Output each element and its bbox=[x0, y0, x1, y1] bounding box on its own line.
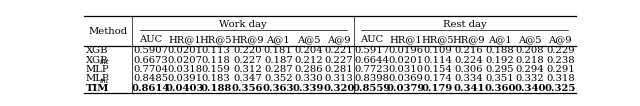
Text: 0.286: 0.286 bbox=[294, 65, 323, 74]
Text: 0.312: 0.312 bbox=[233, 65, 262, 74]
Text: 0.318: 0.318 bbox=[546, 74, 575, 83]
Text: 0.7704: 0.7704 bbox=[133, 65, 168, 74]
Text: 0.118: 0.118 bbox=[202, 56, 230, 65]
Text: 0.6673: 0.6673 bbox=[133, 56, 168, 65]
Text: 0.109: 0.109 bbox=[423, 46, 452, 55]
Text: A@5: A@5 bbox=[297, 35, 321, 44]
Text: 0.325: 0.325 bbox=[545, 84, 576, 93]
Text: 0.188: 0.188 bbox=[200, 84, 232, 93]
Text: 0.360: 0.360 bbox=[484, 84, 516, 93]
Text: 0.313: 0.313 bbox=[324, 74, 353, 83]
Text: 0.0369: 0.0369 bbox=[388, 74, 424, 83]
Text: 0.192: 0.192 bbox=[486, 56, 514, 65]
Text: 0.229: 0.229 bbox=[546, 46, 575, 55]
Text: 0.352: 0.352 bbox=[264, 74, 292, 83]
Text: A@5: A@5 bbox=[518, 35, 542, 44]
Text: 0.212: 0.212 bbox=[294, 56, 323, 65]
Text: 0.216: 0.216 bbox=[454, 46, 483, 55]
Text: Method: Method bbox=[88, 27, 128, 36]
Text: 0.8614: 0.8614 bbox=[131, 84, 170, 93]
Text: 0.227: 0.227 bbox=[233, 56, 262, 65]
Text: 0.347: 0.347 bbox=[233, 74, 262, 83]
Text: 0.0318: 0.0318 bbox=[167, 65, 202, 74]
Text: 0.0379: 0.0379 bbox=[387, 84, 425, 93]
Text: 0.0207: 0.0207 bbox=[167, 56, 202, 65]
Text: int: int bbox=[100, 58, 109, 66]
Text: 0.0310: 0.0310 bbox=[388, 65, 424, 74]
Text: 0.188: 0.188 bbox=[486, 46, 514, 55]
Text: 0.183: 0.183 bbox=[202, 74, 230, 83]
Text: 0.5917: 0.5917 bbox=[355, 46, 390, 55]
Text: XGB: XGB bbox=[86, 46, 108, 55]
Text: 0.0196: 0.0196 bbox=[388, 46, 424, 55]
Text: 0.356: 0.356 bbox=[232, 84, 263, 93]
Text: 0.181: 0.181 bbox=[264, 46, 292, 55]
Text: 0.238: 0.238 bbox=[546, 56, 575, 65]
Text: AUC: AUC bbox=[360, 35, 384, 44]
Text: 0.334: 0.334 bbox=[454, 74, 483, 83]
Text: MLP: MLP bbox=[86, 74, 109, 83]
Text: MLP: MLP bbox=[86, 65, 109, 74]
Text: 0.340: 0.340 bbox=[515, 84, 546, 93]
Text: 0.159: 0.159 bbox=[202, 65, 230, 74]
Text: A@1: A@1 bbox=[488, 35, 512, 44]
Text: 0.0201: 0.0201 bbox=[167, 46, 202, 55]
Text: A@1: A@1 bbox=[266, 35, 290, 44]
Text: 0.0391: 0.0391 bbox=[167, 74, 202, 83]
Text: HR@5: HR@5 bbox=[421, 35, 454, 44]
Text: HR@5: HR@5 bbox=[200, 35, 232, 44]
Text: A@9: A@9 bbox=[548, 35, 572, 44]
Text: 0.5907: 0.5907 bbox=[133, 46, 168, 55]
Text: 0.227: 0.227 bbox=[324, 56, 353, 65]
Text: 0.363: 0.363 bbox=[262, 84, 294, 93]
Text: HR@1: HR@1 bbox=[390, 35, 422, 44]
Text: 0.332: 0.332 bbox=[516, 74, 545, 83]
Text: Rest day: Rest day bbox=[443, 20, 486, 29]
Text: 0.224: 0.224 bbox=[454, 56, 483, 65]
Text: 0.220: 0.220 bbox=[233, 46, 262, 55]
Text: 0.281: 0.281 bbox=[324, 65, 353, 74]
Text: HR@9: HR@9 bbox=[231, 35, 264, 44]
Text: 0.287: 0.287 bbox=[264, 65, 292, 74]
Text: 0.221: 0.221 bbox=[324, 46, 353, 55]
Text: XGB: XGB bbox=[86, 56, 108, 65]
Text: 0.8485: 0.8485 bbox=[133, 74, 168, 83]
Text: Work day: Work day bbox=[220, 20, 267, 29]
Text: 0.154: 0.154 bbox=[423, 65, 452, 74]
Text: 0.330: 0.330 bbox=[294, 74, 323, 83]
Text: AUC: AUC bbox=[139, 35, 162, 44]
Text: 0.8559: 0.8559 bbox=[353, 84, 391, 93]
Text: A@9: A@9 bbox=[327, 35, 351, 44]
Text: 0.114: 0.114 bbox=[423, 56, 452, 65]
Text: 0.351: 0.351 bbox=[486, 74, 514, 83]
Text: 0.113: 0.113 bbox=[202, 46, 230, 55]
Text: 0.339: 0.339 bbox=[293, 84, 324, 93]
Text: int: int bbox=[100, 77, 109, 85]
Text: 0.0201: 0.0201 bbox=[388, 56, 424, 65]
Text: 0.179: 0.179 bbox=[422, 84, 453, 93]
Text: 0.341: 0.341 bbox=[453, 84, 484, 93]
Text: 0.294: 0.294 bbox=[516, 65, 545, 74]
Text: 0.306: 0.306 bbox=[454, 65, 483, 74]
Text: 0.320: 0.320 bbox=[323, 84, 355, 93]
Text: 0.187: 0.187 bbox=[264, 56, 292, 65]
Text: HR@1: HR@1 bbox=[168, 35, 201, 44]
Text: HR@9: HR@9 bbox=[452, 35, 485, 44]
Text: 0.291: 0.291 bbox=[546, 65, 575, 74]
Text: 0.208: 0.208 bbox=[516, 46, 545, 55]
Text: 0.8398: 0.8398 bbox=[355, 74, 390, 83]
Text: 0.218: 0.218 bbox=[516, 56, 545, 65]
Text: 0.6644: 0.6644 bbox=[355, 56, 390, 65]
Text: 0.295: 0.295 bbox=[486, 65, 514, 74]
Text: 0.174: 0.174 bbox=[423, 74, 452, 83]
Text: TIM: TIM bbox=[86, 84, 109, 93]
Text: 0.204: 0.204 bbox=[294, 46, 323, 55]
Text: 0.0403: 0.0403 bbox=[165, 84, 204, 93]
Text: 0.7723: 0.7723 bbox=[355, 65, 390, 74]
